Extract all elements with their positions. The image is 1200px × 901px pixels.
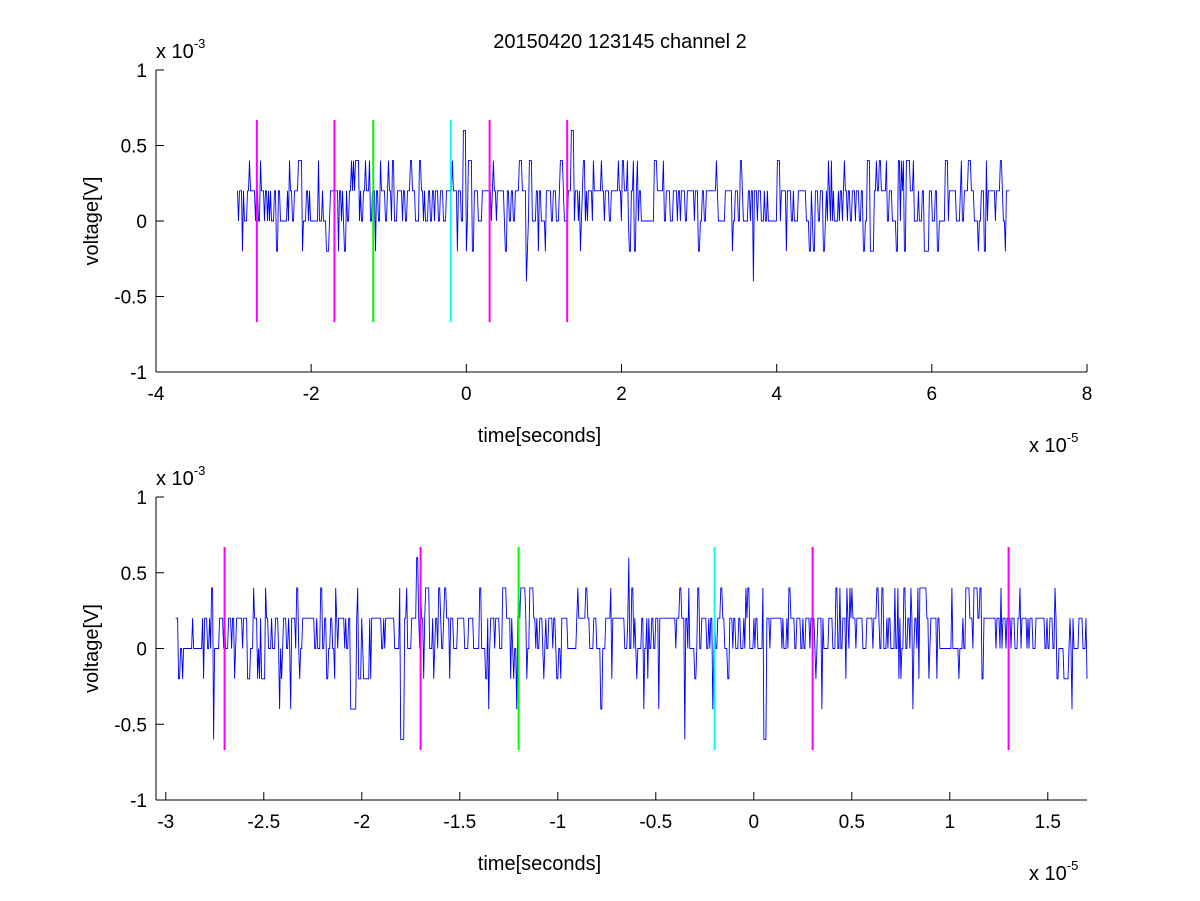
- bottom-x-tick-label: -1.5: [443, 812, 476, 833]
- figure-title: 20150420 123145 channel 2: [493, 31, 747, 53]
- bottom-signal-layer: [175, 557, 1088, 740]
- top-x-exponent-power: -5: [1067, 430, 1079, 445]
- bottom-x-exponent-base: x 10: [1029, 863, 1067, 885]
- bottom-x-exponent: x 10-5: [1029, 858, 1078, 885]
- bottom-y-tick-label: 0.5: [121, 564, 147, 585]
- top-x-axis-label: time[seconds]: [478, 425, 601, 447]
- top-x-tick-label: 6: [927, 384, 938, 405]
- bottom-x-tick-label: 0: [749, 812, 760, 833]
- bottom-y-exponent-power: -3: [194, 463, 206, 478]
- bottom-subplot: -3 -2.5 -2 -1.5 -1 -0.5 0 0.5 1 1.5 -1 -0.5 0 0.5 1 ti…: [81, 463, 1088, 885]
- top-ticks: -4 -2 0 2 4 6 8 -1 -0.5 0 0.5 1: [114, 61, 1092, 405]
- top-y-exponent: x 10-3: [156, 36, 205, 63]
- top-marker-layer: [255, 119, 569, 323]
- bottom-x-tick-label: -3: [157, 812, 174, 833]
- top-x-tick-label: 8: [1082, 384, 1093, 405]
- top-signal-layer: [237, 129, 1010, 282]
- top-y-tick-label: 0.5: [121, 137, 147, 158]
- top-y-tick-label: -1: [130, 363, 147, 384]
- bottom-y-tick-label: -1: [130, 791, 147, 812]
- top-y-exponent-base: x 10: [156, 41, 194, 63]
- top-y-exponent-power: -3: [194, 36, 206, 51]
- top-y-axis-label: voltage[V]: [81, 177, 103, 266]
- top-x-exponent-base: x 10: [1029, 435, 1067, 457]
- bottom-x-tick-label: 1: [945, 812, 956, 833]
- bottom-y-tick-label: -0.5: [114, 715, 147, 736]
- top-subplot: -4 -2 0 2 4 6 8 -1 -0.5 0 0.5 1 time[seconds] volta…: [81, 36, 1092, 457]
- bottom-signal-line: [175, 557, 1088, 740]
- bottom-y-exponent: x 10-3: [156, 463, 205, 490]
- top-x-tick-label: 0: [461, 384, 472, 405]
- top-y-tick-label: -0.5: [114, 288, 147, 309]
- bottom-y-axis-label: voltage[V]: [81, 604, 103, 693]
- top-signal-line: [237, 129, 1010, 282]
- bottom-ticks: -3 -2.5 -2 -1.5 -1 -0.5 0 0.5 1 1.5 -1 -0.5 0 0.5 1: [114, 488, 1087, 833]
- top-x-tick-label: -2: [303, 384, 320, 405]
- top-x-tick-label: -4: [148, 384, 165, 405]
- bottom-x-exponent-power: -5: [1067, 858, 1079, 873]
- bottom-x-tick-label: -2: [353, 812, 370, 833]
- bottom-x-tick-label: 1.5: [1035, 812, 1061, 833]
- bottom-x-tick-label: -2.5: [247, 812, 280, 833]
- top-y-tick-label: 0: [136, 212, 147, 233]
- bottom-x-tick-label: -0.5: [639, 812, 672, 833]
- top-x-exponent: x 10-5: [1029, 430, 1078, 457]
- top-x-tick-label: 4: [771, 384, 782, 405]
- bottom-x-tick-label: 0.5: [839, 812, 865, 833]
- bottom-y-exponent-base: x 10: [156, 468, 194, 490]
- bottom-x-tick-label: -1: [549, 812, 566, 833]
- bottom-y-tick-label: 1: [136, 488, 147, 509]
- top-y-tick-label: 1: [136, 61, 147, 82]
- top-x-tick-label: 2: [616, 384, 627, 405]
- bottom-x-axis-label: time[seconds]: [478, 853, 601, 875]
- bottom-y-tick-label: 0: [136, 640, 147, 661]
- bottom-marker-layer: [223, 546, 1010, 751]
